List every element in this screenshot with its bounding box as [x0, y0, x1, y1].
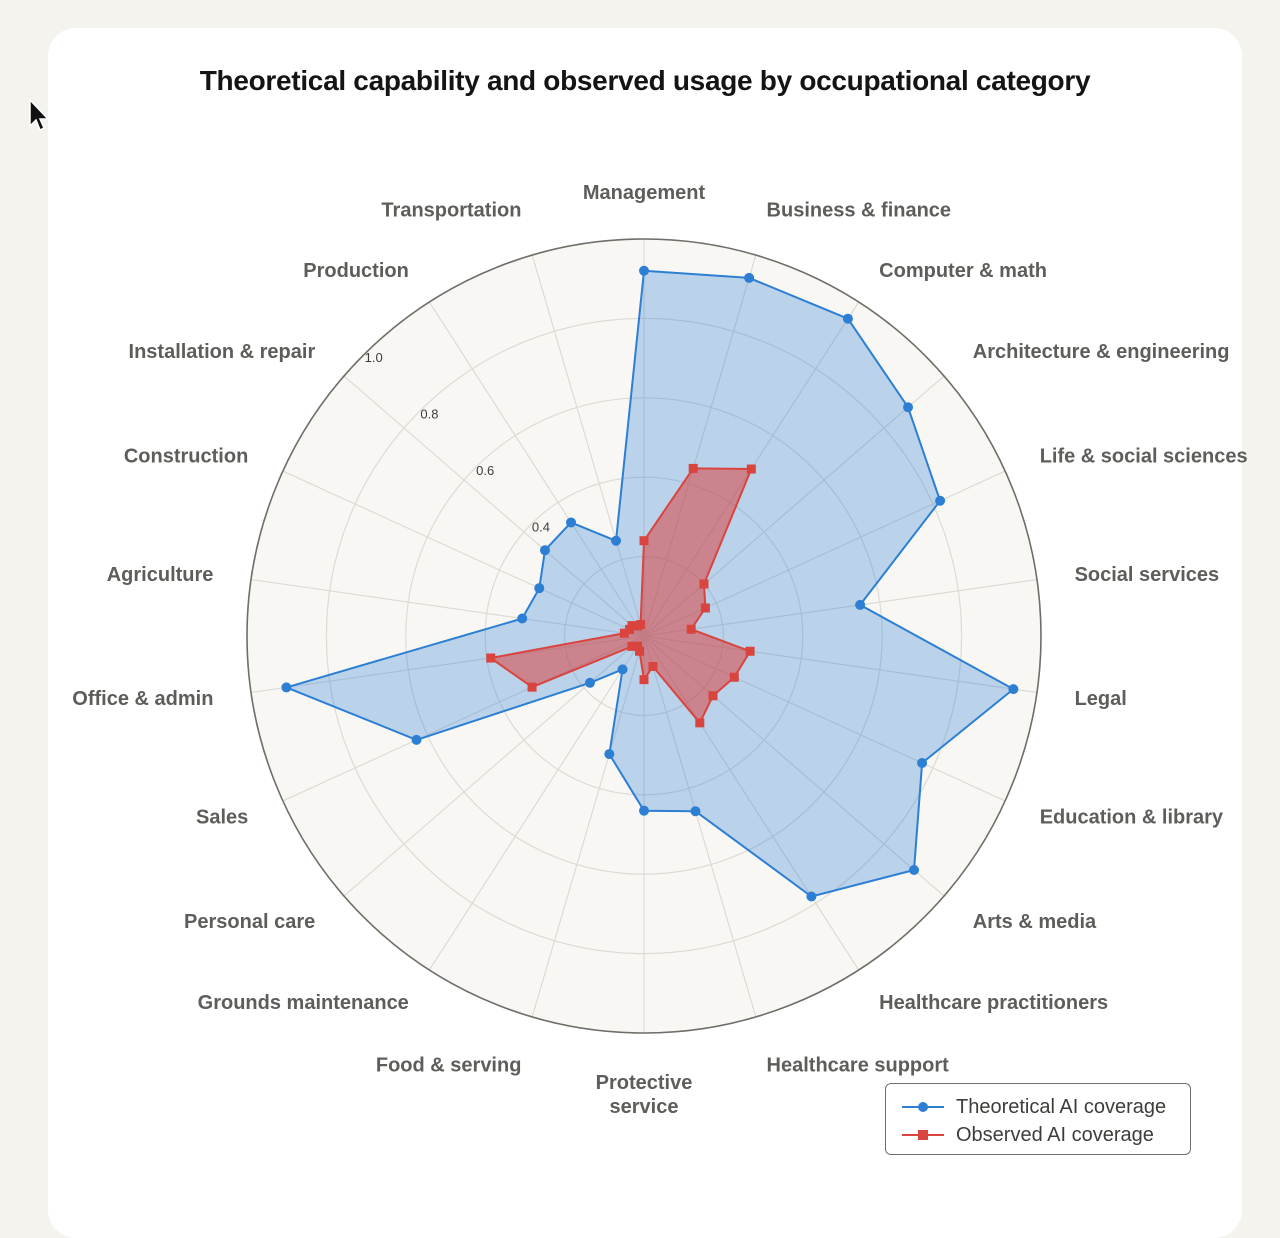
category-label: Transportation: [381, 200, 521, 222]
data-point-theoretical: [903, 402, 914, 413]
category-label: Social services: [1075, 564, 1220, 586]
legend-label: Theoretical AI coverage: [956, 1095, 1167, 1118]
data-point-theoretical: [584, 677, 595, 688]
radial-tick-label: 0.4: [532, 519, 550, 534]
radial-tick-label: 1.0: [365, 350, 383, 365]
grid-spoke: [643, 635, 757, 1018]
data-point-observed: [745, 646, 755, 656]
data-point-theoretical: [806, 891, 817, 902]
data-point-theoretical: [935, 495, 946, 506]
data-point-theoretical: [517, 613, 528, 624]
category-label: Office & admin: [72, 688, 213, 710]
grid-spoke: [531, 254, 645, 637]
data-point-theoretical: [917, 757, 928, 768]
data-point-theoretical: [842, 313, 853, 324]
legend-item-theoretical: Theoretical AI coverage: [900, 1093, 1176, 1121]
category-label: Computer & math: [879, 260, 1047, 282]
data-point-observed: [729, 672, 739, 682]
legend-item-observed: Observed AI coverage: [900, 1121, 1176, 1149]
radial-tick-label: 0.6: [476, 463, 494, 478]
data-point-observed: [708, 691, 718, 701]
category-label: Education & library: [1040, 807, 1224, 829]
data-point-theoretical: [539, 545, 550, 556]
category-label: Business & finance: [767, 200, 952, 222]
data-point-observed: [648, 661, 658, 671]
category-label: Legal: [1075, 688, 1127, 710]
grid-spoke: [282, 470, 645, 637]
category-label: Installation & repair: [129, 341, 316, 363]
category-label: Production: [303, 260, 409, 282]
category-label: Food & serving: [376, 1054, 522, 1076]
data-point-observed: [627, 641, 637, 651]
data-point-observed: [686, 624, 696, 634]
grid-spoke: [531, 635, 645, 1018]
data-point-theoretical: [411, 734, 422, 745]
data-point-theoretical: [639, 265, 649, 276]
data-point-theoretical: [855, 599, 866, 610]
category-label: Healthcare support: [767, 1054, 950, 1076]
data-point-theoretical: [690, 806, 701, 817]
category-label: Construction: [124, 445, 248, 467]
category-label: Agriculture: [107, 564, 214, 586]
category-label: Healthcare practitioners: [879, 992, 1108, 1014]
grid-spoke: [643, 578, 1038, 637]
data-point-theoretical: [534, 583, 545, 594]
grid-spoke: [250, 578, 645, 637]
category-label: Sales: [196, 807, 248, 829]
data-point-observed: [695, 718, 705, 728]
category-label: Arts & media: [973, 911, 1097, 933]
data-point-observed: [688, 463, 698, 473]
square-marker-icon: [902, 1130, 944, 1140]
data-point-theoretical: [909, 864, 920, 875]
circle-marker-icon: [902, 1102, 944, 1112]
data-point-observed: [633, 641, 643, 651]
chart-title: Theoretical capability and observed usag…: [199, 65, 1091, 96]
category-label: Protective service: [596, 1072, 693, 1118]
plot-frame: [246, 238, 1042, 1034]
category-label: Management: [583, 182, 706, 204]
category-label: Personal care: [184, 911, 315, 933]
data-point-theoretical: [281, 682, 292, 693]
data-point-theoretical: [617, 664, 628, 675]
data-point-theoretical: [1008, 684, 1019, 695]
data-point-observed: [527, 682, 537, 692]
legend-label: Observed AI coverage: [956, 1123, 1154, 1146]
category-label: Grounds maintenance: [198, 992, 409, 1014]
data-point-theoretical: [639, 805, 649, 816]
mouse-cursor-icon: [29, 98, 50, 132]
data-point-observed: [636, 620, 646, 630]
data-point-observed: [627, 621, 637, 631]
data-point-observed: [635, 646, 645, 656]
data-point-theoretical: [604, 749, 615, 760]
data-point-observed: [639, 536, 649, 546]
data-point-observed: [486, 653, 496, 663]
grid-spoke: [343, 375, 645, 637]
category-label: Architecture & engineering: [973, 341, 1230, 363]
data-point-theoretical: [611, 535, 622, 546]
data-point-theoretical: [566, 517, 577, 528]
category-label: Life & social sciences: [1040, 445, 1248, 467]
radial-tick-label: 0.8: [420, 406, 438, 421]
data-point-observed: [746, 464, 756, 474]
data-point-observed: [639, 675, 649, 685]
legend: Theoretical AI coverage Observed AI cove…: [885, 1083, 1191, 1155]
data-point-observed: [700, 603, 710, 613]
grid-spoke: [428, 301, 645, 637]
data-point-observed: [699, 579, 709, 589]
data-point-theoretical: [744, 272, 755, 283]
grid-spoke: [343, 635, 645, 897]
grid-spoke: [428, 635, 645, 971]
data-point-observed: [619, 628, 629, 638]
